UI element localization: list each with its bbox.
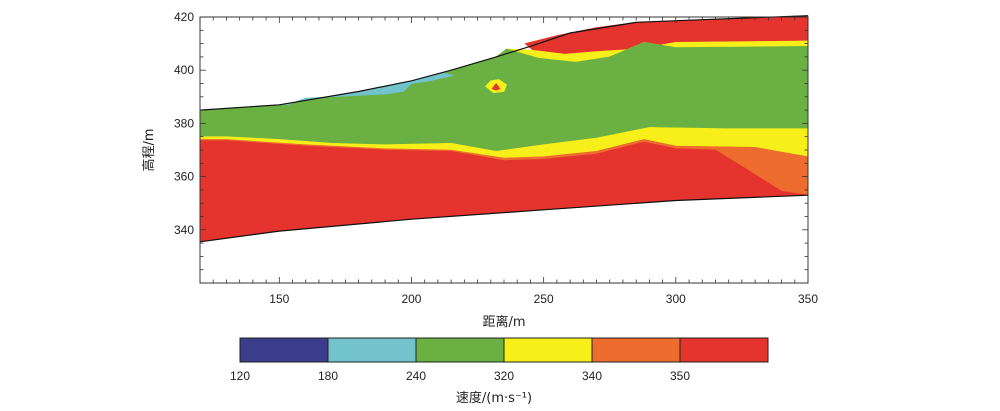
colorbar-swatch (591, 337, 681, 363)
x-tick-label: 150 (269, 292, 289, 306)
y-tick-label: 380 (174, 116, 194, 130)
colorbar-tick-label: 320 (494, 369, 514, 383)
colorbar-tick-label: 340 (582, 369, 602, 383)
x-tick-label: 200 (401, 292, 421, 306)
colorbar-label: 速度/(m·s⁻¹) (456, 390, 532, 406)
y-tick-label: 420 (174, 10, 194, 24)
y-axis: 340 360 380 400 420 (174, 10, 808, 271)
x-tick-label: 300 (666, 292, 686, 306)
colorbar-legend: 120 180 240 320 340 350 (230, 337, 769, 383)
colorbar-swatch (327, 337, 417, 363)
y-tick-label: 340 (174, 223, 194, 237)
colorbar-swatch (679, 337, 769, 363)
x-tick-label: 250 (534, 292, 554, 306)
colorbar-swatch (239, 337, 329, 363)
ground-surface-line (199, 15, 809, 111)
plot-area: 150 200 250 300 350 340 360 380 400 420 (174, 10, 818, 306)
velocity-zone-anomaly-red (491, 82, 501, 91)
terrain-outline (199, 15, 809, 243)
x-tick-label: 350 (798, 292, 818, 306)
model-bottom-line (199, 194, 809, 243)
colorbar-swatch (415, 337, 505, 363)
velocity-contour-map (199, 15, 809, 243)
y-tick-label: 360 (174, 170, 194, 184)
y-tick-label: 400 (174, 63, 194, 77)
colorbar-tick-label: 350 (670, 369, 690, 383)
colorbar-swatch (503, 337, 593, 363)
y-axis-label: 高程/m (141, 128, 157, 171)
x-axis-label: 距离/m (482, 314, 525, 330)
colorbar-tick-label: 180 (318, 369, 338, 383)
colorbar-tick-label: 120 (230, 369, 250, 383)
colorbar-tick-label: 240 (406, 369, 426, 383)
x-axis: 150 200 250 300 350 (212, 17, 818, 306)
